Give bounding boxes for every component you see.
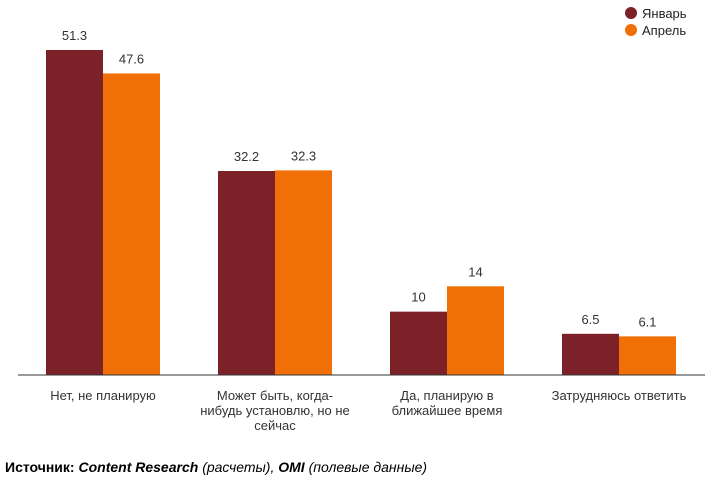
category-label-line: Да, планирую в [400,388,493,403]
value-label-april-1: 32.3 [291,148,316,163]
legend-swatch-january [625,7,637,19]
value-label-january-0: 51.3 [62,28,87,43]
value-label-january-1: 32.2 [234,149,259,164]
value-label-april-2: 14 [468,264,482,279]
category-label-line: Затрудняюсь ответить [552,388,687,403]
bar-january-2 [390,311,447,375]
value-label-january-3: 6.5 [581,312,599,327]
category-label-3: Затрудняюсь ответить [552,388,687,403]
category-label-line: нибудь установлю, но не [200,403,350,418]
source-org-omi: OMI [278,459,305,475]
category-label-2: Да, планирую в ближайшее время [392,388,503,418]
bar-april-3 [619,336,676,375]
category-label-line: сейчас [254,418,296,433]
category-label-line: ближайшее время [392,403,503,418]
bar-april-0 [103,73,160,375]
category-label-1: Может быть, когда-нибудь установлю, но н… [200,388,350,433]
legend-label-january: Январь [642,5,687,21]
category-label-line: Может быть, когда- [217,388,333,403]
source-note-calculations: (расчеты), [202,459,275,475]
bar-january-1 [218,171,275,375]
bar-january-0 [46,50,103,375]
legend: Январь Апрель [625,5,687,39]
value-label-april-0: 47.6 [119,51,144,66]
bar-january-3 [562,333,619,375]
value-label-april-3: 6.1 [638,314,656,329]
bar-april-1 [275,170,332,375]
source-org-content-research: Content Research [78,459,199,475]
source-note: Источник: Content Research (расчеты), OM… [5,459,427,475]
source-note-field-data: (полевые данные) [308,459,428,475]
legend-item-january: Январь [625,5,687,21]
bar-april-2 [447,286,504,375]
source-label: Источник: [5,459,75,475]
legend-swatch-april [625,24,637,36]
legend-label-april: Апрель [642,22,687,38]
category-label-line: Нет, не планирую [50,388,156,403]
value-label-january-2: 10 [411,290,425,305]
legend-item-april: Апрель [625,22,687,38]
category-label-0: Нет, не планирую [50,388,156,403]
